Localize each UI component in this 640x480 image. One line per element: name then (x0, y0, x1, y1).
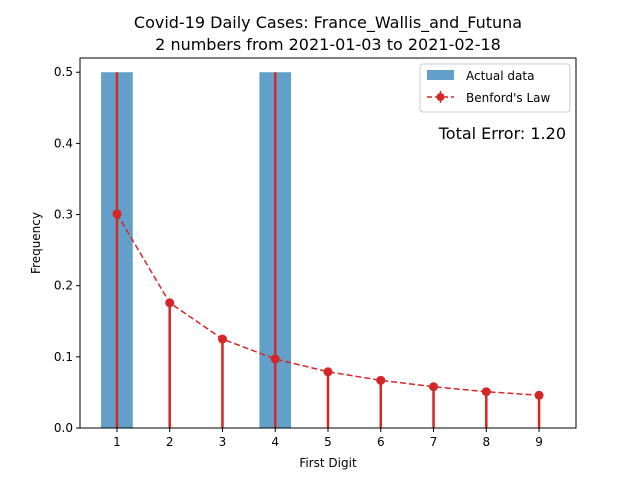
point-benford-digit-7 (429, 382, 439, 392)
point-benford-digit-3 (217, 334, 227, 344)
x-tick-label-3: 3 (219, 435, 227, 449)
point-benford-digit-5 (323, 367, 333, 377)
x-tick-label-4: 4 (271, 435, 279, 449)
legend-swatch-actual (427, 70, 454, 80)
y-tick-label-0.0: 0.0 (54, 421, 73, 435)
x-tick-label-5: 5 (324, 435, 332, 449)
point-benford-digit-2 (165, 298, 175, 308)
x-tick-label-6: 6 (377, 435, 385, 449)
x-tick-label-1: 1 (113, 435, 121, 449)
x-tick-label-2: 2 (166, 435, 174, 449)
legend-label-actual: Actual data (466, 69, 534, 83)
x-tick-label-9: 9 (535, 435, 543, 449)
total-error-annotation: Total Error: 1.20 (438, 124, 566, 143)
x-axis: 1 2 3 4 5 6 7 8 9 (113, 428, 543, 449)
x-tick-label-8: 8 (482, 435, 490, 449)
legend-box (419, 63, 571, 113)
x-axis-label: First Digit (299, 456, 357, 470)
x-tick-label-7: 7 (430, 435, 438, 449)
legend: Actual data Benford's Law (419, 63, 571, 113)
point-benford-digit-8 (481, 387, 491, 397)
point-benford-digit-1 (112, 209, 122, 219)
chart-title-line2: 2 numbers from 2021-01-03 to 2021-02-18 (155, 35, 501, 54)
point-benford-digit-9 (534, 390, 544, 400)
chart-title-line1: Covid-19 Daily Cases: France_Wallis_and_… (134, 13, 522, 33)
plot-area (101, 72, 544, 428)
y-axis-label: Frequency (29, 212, 43, 274)
y-tick-label-0.1: 0.1 (54, 350, 73, 364)
y-tick-label-0.2: 0.2 (54, 279, 73, 293)
y-tick-label-0.3: 0.3 (54, 208, 73, 222)
y-tick-label-0.4: 0.4 (54, 136, 73, 150)
y-axis: 0.0 0.1 0.2 0.3 0.4 0.5 (54, 65, 80, 435)
y-tick-label-0.5: 0.5 (54, 65, 73, 79)
legend-marker-benford (436, 93, 445, 101)
legend-label-benford: Benford's Law (466, 91, 551, 105)
point-benford-digit-6 (376, 375, 386, 385)
point-benford-digit-4 (270, 354, 280, 364)
